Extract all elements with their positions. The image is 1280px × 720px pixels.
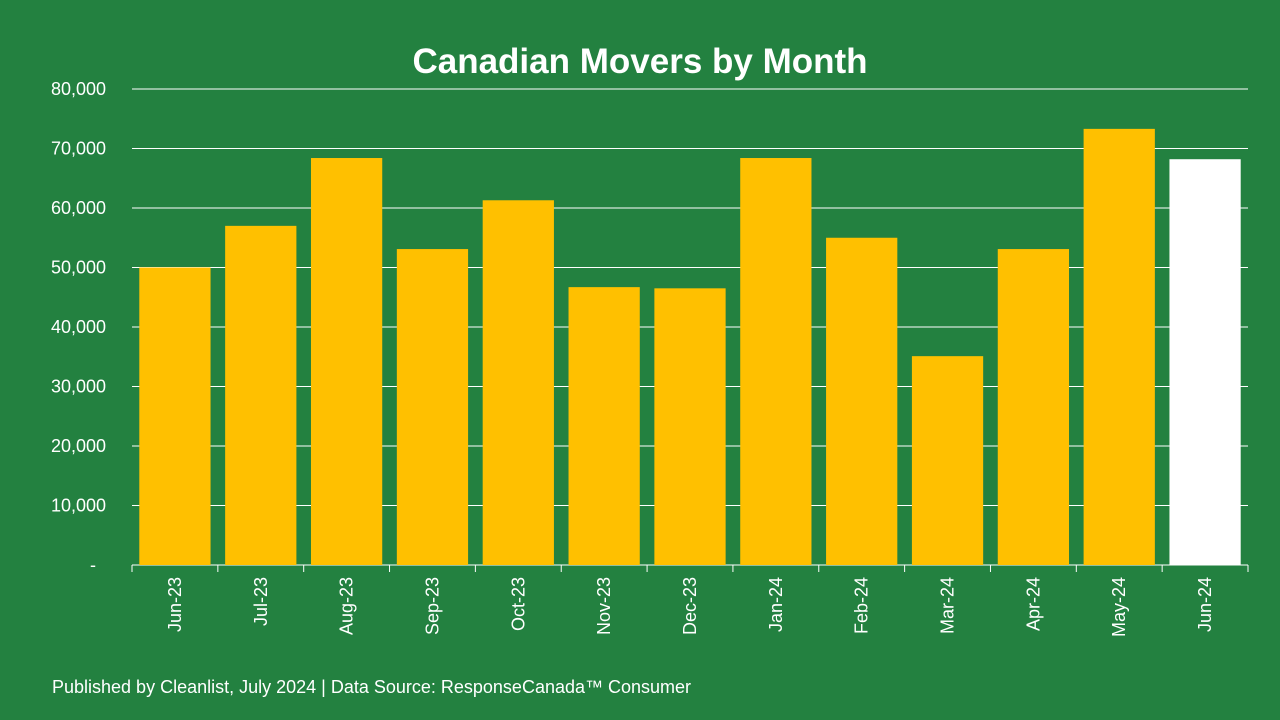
y-tick-label: 50,000: [51, 258, 106, 278]
bar-jun-23: [139, 267, 211, 565]
x-tick-label: Jun-23: [165, 577, 185, 632]
y-tick-label: 70,000: [51, 139, 106, 159]
y-tick-label: -: [90, 555, 96, 575]
bar-jun-24: [1169, 159, 1241, 565]
x-tick-label: Mar-24: [938, 577, 958, 634]
x-tick-label: Apr-24: [1023, 577, 1043, 631]
bar-dec-23: [654, 288, 726, 565]
bar-nov-23: [568, 287, 640, 565]
bar-feb-24: [826, 237, 898, 565]
x-tick-label: Feb-24: [852, 577, 872, 634]
x-tick-label: Aug-23: [337, 577, 357, 635]
y-tick-label: 10,000: [51, 496, 106, 516]
bar-mar-24: [911, 356, 984, 565]
footer-source: Published by Cleanlist, July 2024 | Data…: [52, 677, 692, 697]
x-tick-label: Nov-23: [594, 577, 614, 635]
bar-jan-24: [740, 158, 812, 565]
x-tick-label: Sep-23: [422, 577, 442, 635]
x-tick-label: Jan-24: [766, 577, 786, 632]
y-tick-label: 40,000: [51, 317, 106, 337]
x-tick-label: Dec-23: [680, 577, 700, 635]
bar-may-24: [1083, 128, 1155, 566]
y-tick-label: 20,000: [51, 436, 106, 456]
x-tick-label: Oct-23: [508, 577, 528, 631]
y-tick-label: 30,000: [51, 377, 106, 397]
bar-jul-23: [225, 225, 297, 565]
chart-title: Canadian Movers by Month: [412, 42, 868, 81]
bar-sep-23: [396, 249, 469, 565]
bar-apr-24: [997, 249, 1070, 565]
x-tick-label: Jun-24: [1195, 577, 1215, 632]
y-tick-label: 80,000: [51, 79, 106, 99]
x-tick-label: May-24: [1109, 577, 1129, 637]
x-tick-label: Jul-23: [251, 577, 271, 626]
bar-aug-23: [310, 158, 383, 565]
y-tick-label: 60,000: [51, 198, 106, 218]
bar-oct-23: [482, 200, 554, 565]
